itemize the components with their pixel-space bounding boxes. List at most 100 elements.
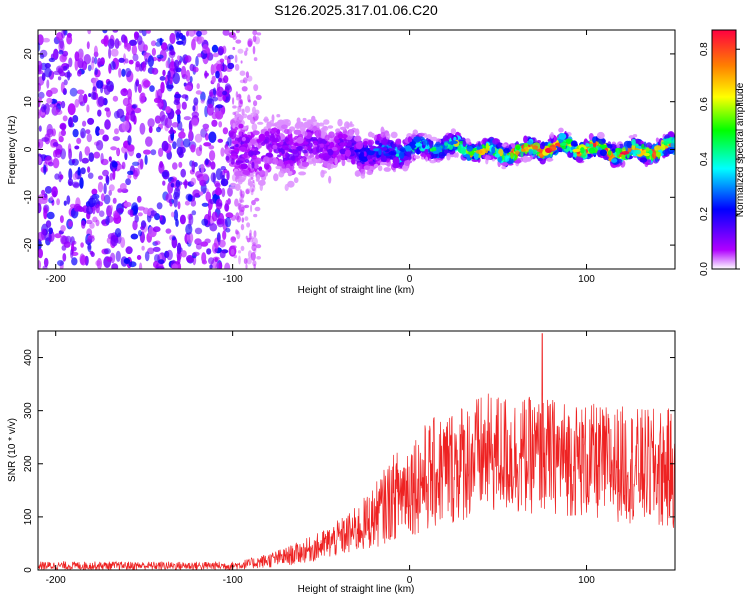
heat-cell xyxy=(251,200,256,206)
heat-cell xyxy=(221,187,226,198)
heat-cell xyxy=(60,225,66,232)
heat-cell xyxy=(413,155,421,160)
heat-cell xyxy=(395,138,402,145)
heat-cell xyxy=(81,157,90,164)
heat-cell xyxy=(127,135,132,146)
heat-cell xyxy=(670,142,675,148)
heat-cell xyxy=(95,204,100,214)
heat-cell xyxy=(446,152,451,161)
heat-cell xyxy=(143,149,151,155)
heat-cell xyxy=(491,146,496,155)
heat-cell xyxy=(147,211,152,217)
heat-cell xyxy=(235,30,240,34)
heat-cell xyxy=(154,115,161,124)
heat-cell xyxy=(300,158,304,162)
heat-cell xyxy=(268,148,273,154)
heat-cell xyxy=(38,156,42,165)
heat-cell xyxy=(253,162,259,169)
heat-cell xyxy=(74,145,80,150)
heat-cell xyxy=(284,147,290,151)
heat-cell xyxy=(170,126,174,135)
heat-cell xyxy=(179,214,186,225)
heat-cell xyxy=(367,139,375,146)
heat-cell xyxy=(462,140,467,147)
heat-cell xyxy=(132,167,140,177)
heat-cell xyxy=(86,41,90,50)
heat-cell xyxy=(453,153,458,158)
heat-cell xyxy=(135,63,141,72)
heat-cell xyxy=(263,162,270,170)
heat-cell xyxy=(219,58,225,63)
heat-cell xyxy=(485,143,489,150)
heat-cell xyxy=(616,144,621,148)
heat-cell xyxy=(328,175,332,184)
heat-cell xyxy=(450,128,457,135)
heat-cell xyxy=(158,162,165,174)
heat-cell xyxy=(252,150,260,155)
heat-cell xyxy=(155,41,162,47)
heat-cell xyxy=(97,57,102,68)
heat-cell xyxy=(238,94,242,104)
heat-cell xyxy=(246,257,252,265)
heat-cell xyxy=(87,172,94,179)
heat-cell xyxy=(109,204,113,212)
heat-cell xyxy=(368,161,376,165)
heat-cell xyxy=(222,30,230,36)
heat-cell xyxy=(170,58,174,68)
heat-cell xyxy=(211,44,219,53)
heat-cell xyxy=(80,242,84,248)
heat-cell xyxy=(321,170,327,174)
heat-cell xyxy=(122,88,127,93)
heat-cell xyxy=(244,105,251,113)
heat-cell xyxy=(514,159,522,164)
heat-cell xyxy=(140,225,145,230)
heat-cell xyxy=(449,140,458,145)
heat-cell xyxy=(390,131,398,139)
heat-cell xyxy=(631,138,636,146)
heat-cell xyxy=(354,149,361,153)
heat-cell xyxy=(212,52,219,58)
heat-cell xyxy=(253,213,258,218)
heat-cell xyxy=(154,254,160,263)
heat-cell xyxy=(95,260,101,267)
heat-cell xyxy=(297,145,303,151)
heat-cell xyxy=(413,136,421,143)
heat-cell xyxy=(86,133,93,143)
heat-cell xyxy=(111,161,118,168)
heat-cell xyxy=(425,134,432,140)
heat-cell xyxy=(66,70,71,81)
heat-cell xyxy=(253,57,258,62)
heat-cell xyxy=(114,128,119,135)
heat-cell xyxy=(71,257,78,266)
heat-cell xyxy=(127,174,132,179)
heat-cell xyxy=(214,180,220,187)
heat-cell xyxy=(157,266,165,269)
heat-cell xyxy=(190,144,196,153)
heat-cell xyxy=(248,232,252,240)
heat-cell xyxy=(156,202,163,210)
heat-cell xyxy=(197,53,203,58)
heat-cell xyxy=(592,136,597,144)
heat-cell xyxy=(608,150,612,156)
heat-cell xyxy=(212,172,216,184)
heat-cell xyxy=(43,164,47,175)
heat-cell xyxy=(385,132,389,137)
heat-cell xyxy=(206,103,214,116)
heat-cell xyxy=(431,147,437,152)
heat-cell xyxy=(232,46,236,51)
heat-cell xyxy=(52,142,59,147)
heat-cell xyxy=(165,228,172,234)
heat-cell xyxy=(50,196,54,202)
heat-cell xyxy=(212,242,218,254)
heat-cell xyxy=(265,142,271,150)
heat-cell xyxy=(112,136,121,142)
heat-cell xyxy=(103,248,111,255)
heat-cell xyxy=(87,30,92,35)
heat-cell xyxy=(41,72,46,82)
heat-cell xyxy=(81,60,88,71)
heat-cell xyxy=(53,70,61,75)
heat-cell xyxy=(367,150,375,156)
heat-cell xyxy=(51,186,58,198)
heat-cell xyxy=(139,92,146,104)
